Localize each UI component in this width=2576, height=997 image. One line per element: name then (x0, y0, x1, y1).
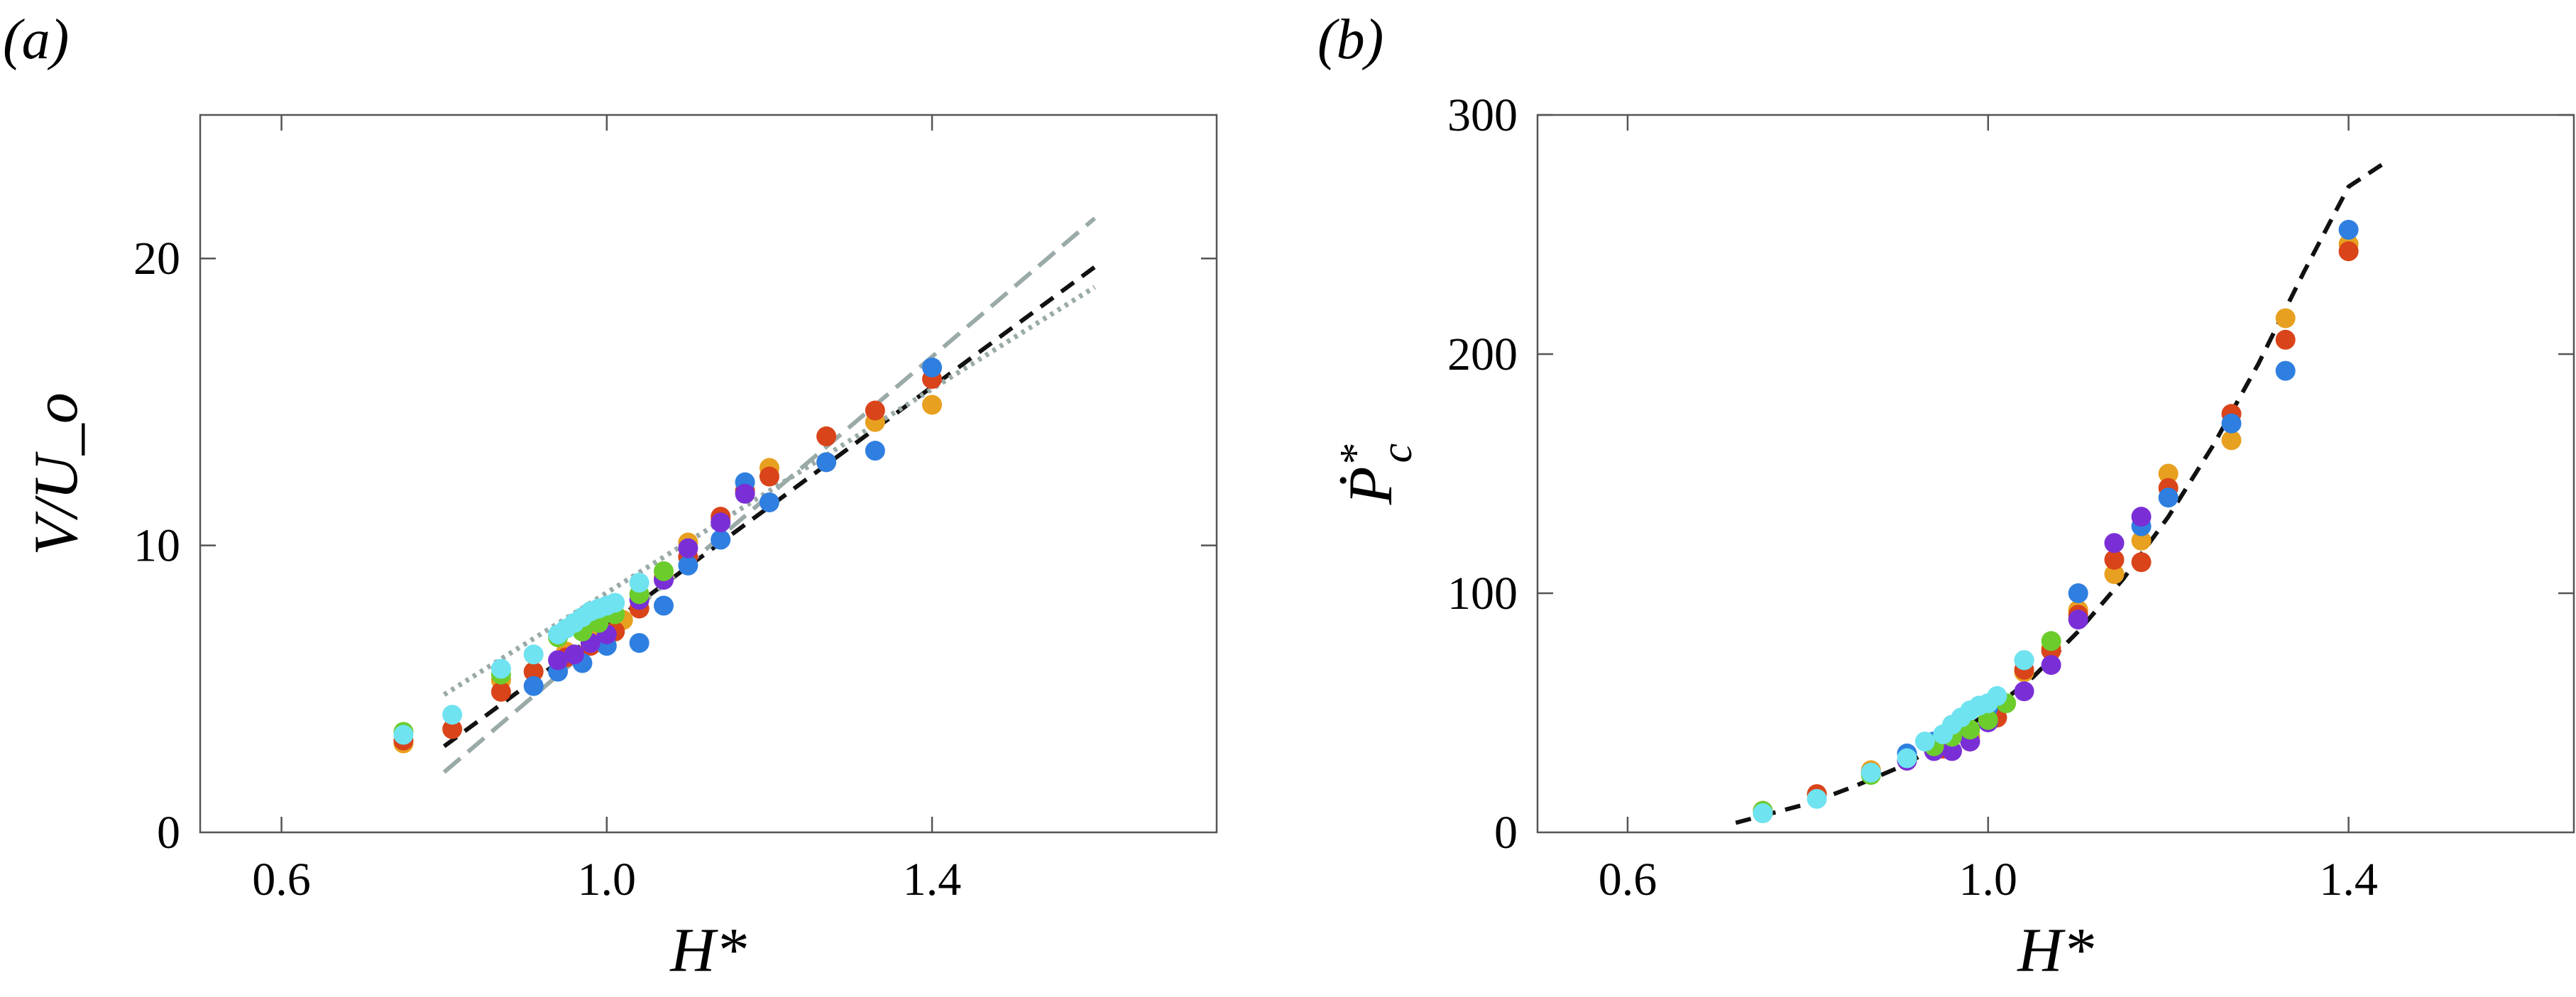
data-point-orange (2131, 530, 2152, 551)
points-b (1753, 219, 2359, 824)
data-point-purple (2131, 507, 2152, 527)
data-point-orange (2158, 463, 2178, 484)
x-tick-label: 1.0 (1959, 854, 2018, 905)
x-axis-label-b: H* (2017, 916, 2094, 985)
data-point-cyan (605, 593, 625, 613)
x-tick-label: 1.4 (2319, 854, 2378, 905)
y-tick-label: 200 (1447, 329, 1518, 380)
y-tick-label: 0 (1494, 807, 1518, 859)
data-point-cyan (1914, 731, 1935, 751)
data-point-purple (1942, 741, 1962, 761)
data-point-red (2338, 241, 2359, 262)
plot-frame-a (199, 114, 1218, 834)
data-point-blue (678, 555, 698, 575)
data-point-red (865, 400, 885, 421)
y-tick-label: 0 (157, 807, 180, 859)
data-point-purple (2014, 681, 2034, 702)
data-point-blue (759, 492, 779, 512)
data-point-purple (548, 650, 569, 671)
data-point-red (523, 661, 544, 682)
data-point-cyan (1807, 788, 1827, 809)
panel-label-a: (a) (3, 9, 69, 71)
data-point-cyan (442, 705, 463, 725)
y-axis-label-b: Ṗ*c (1332, 444, 1421, 505)
data-point-red (2275, 329, 2296, 350)
points-a (393, 357, 943, 754)
data-point-purple (2068, 610, 2088, 630)
y-tick-label: 100 (1447, 568, 1518, 619)
data-point-purple (2104, 533, 2125, 553)
data-point-red (2104, 549, 2125, 570)
data-point-green (2041, 631, 2061, 651)
data-point-purple (2041, 655, 2061, 676)
data-point-red (490, 681, 511, 702)
data-point-orange (2104, 564, 2125, 585)
data-point-purple (564, 644, 584, 665)
data-point-red (759, 466, 779, 487)
data-point-orange (2275, 308, 2296, 329)
data-point-orange (2221, 430, 2242, 451)
data-point-blue (629, 633, 650, 654)
data-point-cyan (1860, 762, 1881, 783)
data-point-green (1978, 710, 1998, 730)
plot-frame-b (1536, 114, 2575, 834)
data-point-blue (2068, 583, 2088, 603)
data-point-cyan (1987, 685, 2007, 706)
data-point-blue (816, 452, 837, 473)
data-point-orange (922, 395, 943, 415)
data-point-cyan (490, 659, 511, 679)
data-point-blue (523, 676, 544, 696)
data-point-blue (922, 357, 943, 378)
data-point-blue (2221, 413, 2242, 434)
data-point-blue (865, 441, 885, 461)
data-point-purple (711, 512, 731, 533)
data-point-red (442, 719, 463, 739)
data-point-purple (735, 483, 755, 504)
data-point-red (2131, 552, 2152, 573)
data-point-blue (2158, 488, 2178, 508)
ticks-b: 0.6 1.0 1.4 0 100 200 300 (1447, 89, 2574, 905)
fit-curve-dotted (442, 285, 1097, 697)
x-tick-label: 1.4 (903, 854, 962, 905)
data-point-blue (653, 595, 674, 616)
panel-b: (b) 0.6 1.0 1.4 0 100 200 300 H* Ṗ*c (1317, 9, 2575, 985)
x-tick-label: 0.6 (252, 854, 311, 905)
data-point-cyan (1897, 748, 1917, 769)
x-tick-label: 0.6 (1599, 854, 1657, 905)
panel-a: (a) 0.6 1.0 1.4 0 10 20 H* V/U_o (3, 9, 1218, 985)
y-tick-label: 10 (133, 520, 180, 572)
data-point-red (816, 426, 837, 446)
y-tick-label: 20 (133, 233, 180, 285)
x-tick-label: 1.0 (578, 854, 637, 905)
data-point-green (653, 561, 674, 581)
data-point-cyan (393, 725, 414, 745)
y-tick-label: 300 (1447, 89, 1518, 141)
data-point-blue (2275, 360, 2296, 381)
curves-b (1735, 160, 2386, 825)
data-point-cyan (629, 573, 650, 593)
data-point-cyan (523, 644, 544, 665)
x-axis-label-a: H* (669, 916, 747, 985)
ticks-a: 0.6 1.0 1.4 0 10 20 (133, 115, 1217, 905)
y-axis-label-a: V/U_o (22, 392, 91, 556)
fit-curve-dashed (1735, 160, 2386, 825)
data-point-cyan (1753, 803, 1773, 824)
panel-label-b: (b) (1317, 9, 1383, 71)
data-point-cyan (2014, 650, 2034, 671)
data-point-blue (711, 529, 731, 550)
data-point-purple (678, 538, 698, 558)
data-point-blue (2338, 219, 2359, 240)
